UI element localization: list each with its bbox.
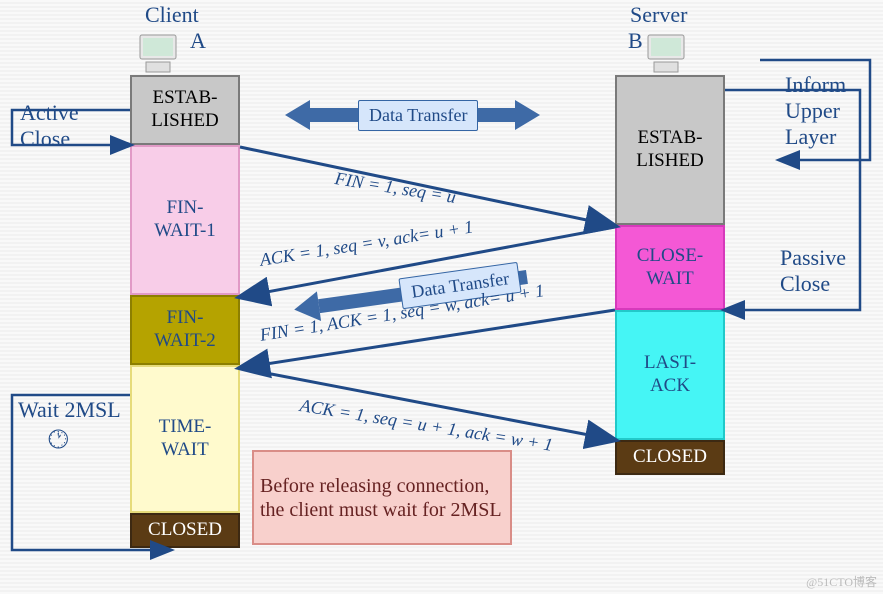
state-box: CLOSED [130, 513, 240, 548]
state-box: TIME- WAIT [130, 365, 240, 513]
state-box: ESTAB- LISHED [615, 75, 725, 225]
note-box: Before releasing connection, the client … [252, 450, 512, 545]
state-box: ESTAB- LISHED [130, 75, 240, 145]
watermark: @51CTO博客 [806, 573, 877, 590]
state-box: CLOSE- WAIT [615, 225, 725, 310]
state-box: LAST- ACK [615, 310, 725, 440]
state-box: CLOSED [615, 440, 725, 475]
state-box: FIN- WAIT-1 [130, 145, 240, 295]
state-box: FIN- WAIT-2 [130, 295, 240, 365]
